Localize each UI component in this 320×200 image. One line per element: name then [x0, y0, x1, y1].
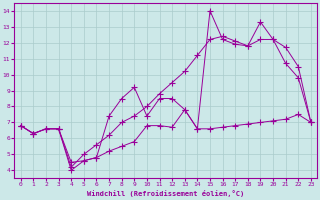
X-axis label: Windchill (Refroidissement éolien,°C): Windchill (Refroidissement éolien,°C)	[87, 190, 244, 197]
